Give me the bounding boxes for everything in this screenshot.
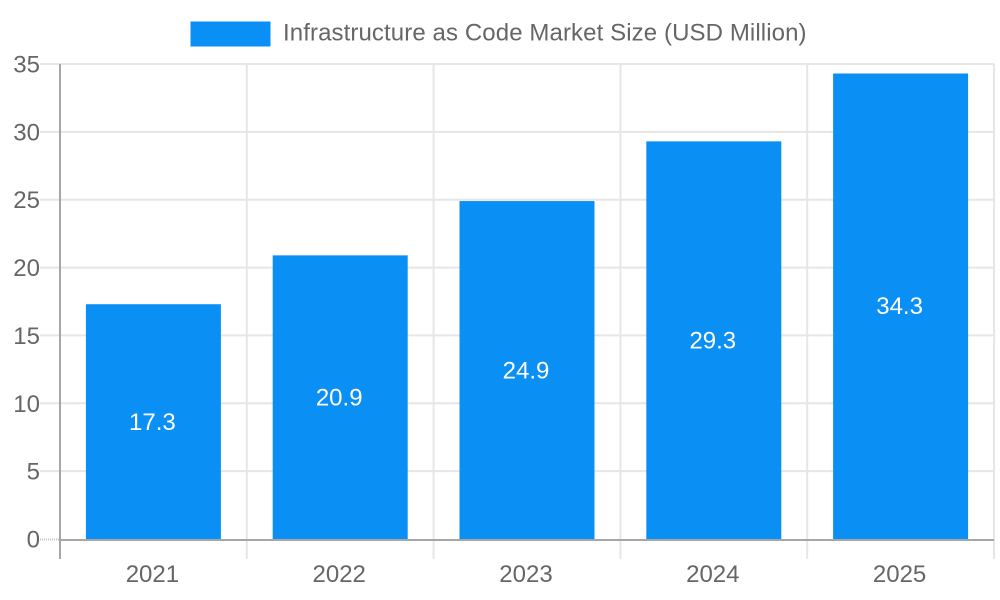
svg-text:17.3: 17.3 [129, 409, 176, 436]
svg-text:5: 5 [27, 459, 40, 486]
svg-text:2024: 2024 [686, 561, 739, 588]
svg-text:34.3: 34.3 [876, 293, 923, 320]
svg-text:29.3: 29.3 [689, 328, 736, 355]
svg-text:2023: 2023 [499, 561, 552, 588]
svg-text:2021: 2021 [126, 561, 179, 588]
svg-text:2022: 2022 [313, 561, 366, 588]
svg-text:35: 35 [13, 52, 40, 79]
svg-text:30: 30 [13, 119, 40, 146]
svg-text:15: 15 [13, 323, 40, 350]
svg-text:10: 10 [13, 391, 40, 418]
svg-text:24.9: 24.9 [503, 358, 550, 385]
svg-text:Infrastructure as Code Market: Infrastructure as Code Market Size (USD … [283, 20, 807, 47]
svg-text:25: 25 [13, 187, 40, 214]
svg-text:2025: 2025 [873, 561, 926, 588]
svg-text:20: 20 [13, 255, 40, 282]
svg-text:0: 0 [27, 527, 40, 554]
svg-text:20.9: 20.9 [316, 385, 363, 412]
